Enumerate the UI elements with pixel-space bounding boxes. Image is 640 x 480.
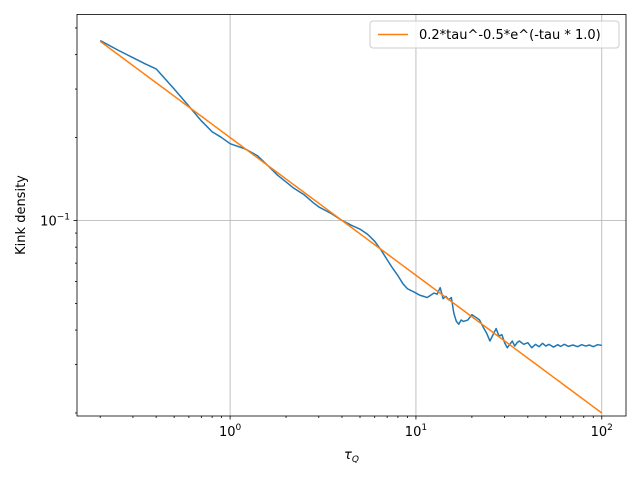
x-axis-label: τQ [344, 448, 359, 465]
x-tick-label-2: 102 [591, 423, 613, 440]
x-axis-label-base: τ [344, 448, 352, 463]
legend: 0.2*tau^-0.5*e^(-tau * 1.0) [369, 20, 620, 49]
series-fit-line [99, 40, 603, 414]
series-layer [99, 39, 603, 414]
x-axis-label-sub: Q [352, 455, 359, 465]
x-tick-label-0: 100 [219, 423, 242, 440]
axes-frame [76, 13, 627, 417]
grid-layer [77, 14, 626, 416]
x-tick-label-1: 101 [405, 423, 427, 440]
y-axis-label: Kink density [14, 175, 29, 255]
y-tick-label-0: 10−1 [40, 212, 70, 229]
legend-label-fit: 0.2*tau^-0.5*e^(-tau * 1.0) [419, 28, 601, 43]
tick-layer: 100 101 102 10−1 [40, 27, 613, 440]
series-kink-density-line [99, 39, 602, 349]
legend-box [369, 20, 620, 49]
